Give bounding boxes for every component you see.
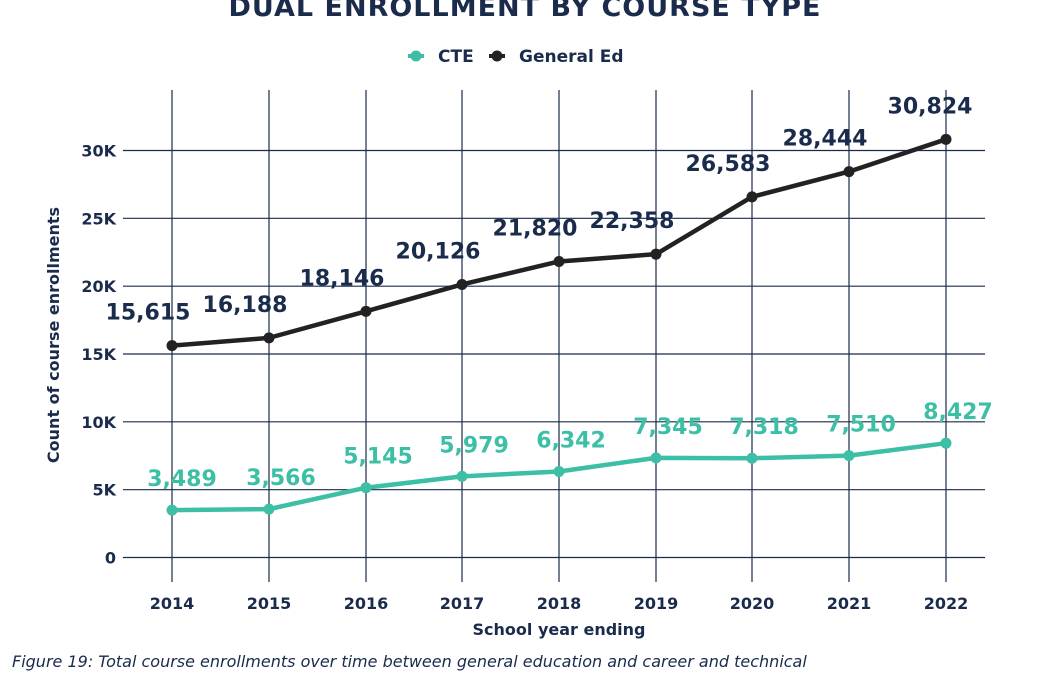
data-point [166,504,178,516]
data-point [263,503,275,515]
data-point [553,465,565,477]
chart-title: DUAL ENROLLMENT BY COURSE TYPE [229,0,822,23]
y-tick-label: 15K [81,345,116,364]
x-tick-label: 2017 [440,594,485,613]
data-point [940,133,952,145]
data-label: 7,510 [826,413,896,438]
grid [123,90,985,582]
data-point [650,248,662,260]
data-label: 6,342 [536,428,606,453]
data-label: 3,489 [147,467,217,492]
x-tick-label: 2014 [150,594,195,613]
y-tick-label: 5K [92,481,116,500]
data-point [360,482,372,494]
x-tick-label: 2016 [344,594,389,613]
x-tick-label: 2019 [634,594,679,613]
x-tick-label: 2015 [247,594,292,613]
data-label: 16,188 [203,293,288,318]
data-point [166,340,178,352]
series-cte: 3,489 3,566 5,145 5,979 6,342 7,345 7,318 7,510… [147,400,993,516]
data-label: 20,126 [396,239,481,264]
data-point [940,437,952,449]
data-point [650,452,662,464]
y-tick-label: 10K [81,413,116,432]
y-tick-label: 0 [105,549,116,568]
data-label: 21,820 [493,216,578,241]
legend-marker [410,50,422,62]
data-label: 5,145 [343,445,413,470]
data-point [360,305,372,317]
data-label: 8,427 [923,400,993,425]
series-layer: 3,489 3,566 5,145 5,979 6,342 7,345 7,318 7,510… [106,94,993,516]
x-axis-title: School year ending [473,620,646,639]
data-point [553,255,565,267]
data-label: 5,979 [439,433,509,458]
legend-label: CTE [438,47,474,67]
data-label: 3,566 [246,466,316,491]
x-tick-label: 2018 [537,594,582,613]
y-axis-title: Count of course enrollments [44,207,63,463]
y-axis-ticks: 0 5K 10K 15K 20K 25K 30K [81,142,116,568]
series-general-ed: 15,615 16,188 18,146 20,126 21,820 22,358 26,5… [106,94,973,352]
figure-caption: Figure 19: Total course enrollments over… [12,652,807,671]
data-label: 28,444 [783,127,868,152]
data-point [456,278,468,290]
data-point [263,332,275,344]
x-tick-label: 2020 [730,594,775,613]
data-label: 7,318 [729,415,799,440]
data-label: 7,345 [633,415,703,440]
data-point [456,470,468,482]
legend-label: General Ed [519,47,624,67]
legend-marker [491,50,503,62]
legend-item: General Ed [489,47,624,67]
y-tick-label: 30K [81,142,116,161]
y-tick-label: 20K [81,277,116,296]
legend: CTE General Ed [408,47,624,67]
x-tick-label: 2021 [827,594,872,613]
x-tick-label: 2022 [924,594,969,613]
data-label: 30,824 [888,94,973,119]
data-point [746,191,758,203]
x-axis-ticks: 2014 2015 2016 2017 2018 2019 2020 2021 2022 [150,594,969,613]
data-label: 22,358 [590,209,675,234]
data-label: 26,583 [686,152,771,177]
legend-item: CTE [408,47,474,67]
y-tick-label: 25K [81,209,116,228]
data-label: 15,615 [106,301,191,326]
data-label: 18,146 [300,266,385,291]
data-point [843,450,855,462]
data-point [843,166,855,178]
data-point [746,452,758,464]
